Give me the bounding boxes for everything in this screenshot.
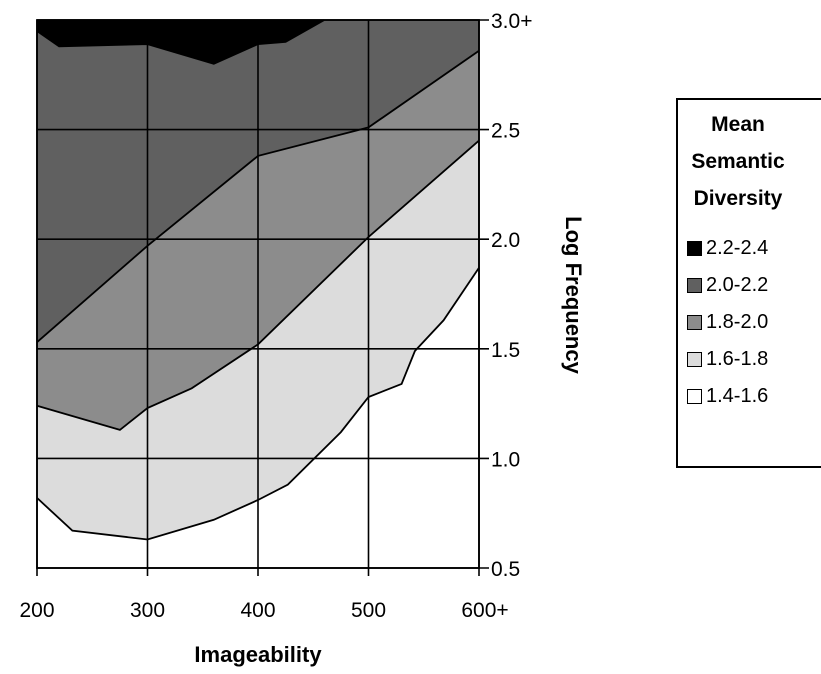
contour-line-1.6 (36, 267, 480, 541)
legend-title: Mean Semantic Diversity (678, 106, 798, 217)
x-axis-title: Imageability (194, 642, 322, 667)
legend-item: 1.8-2.0 (678, 304, 821, 341)
legend-item: 2.2-2.4 (678, 230, 821, 267)
y-tick-label: 2.0 (491, 229, 520, 252)
legend-swatch (687, 278, 702, 293)
legend-label: 1.4-1.6 (706, 385, 769, 407)
y-tick-label: 1.0 (491, 448, 520, 471)
y-tick-label: 1.5 (491, 339, 520, 362)
y-tick-label: 2.5 (491, 120, 520, 143)
legend-title-line: Mean (711, 113, 765, 136)
contour-line-2.0 (36, 49, 480, 343)
x-tick-label: 400 (240, 599, 275, 622)
y-tick-labels: 0.5 1.0 1.5 2.0 2.5 3.0+ (491, 10, 532, 581)
legend-label: 2.0-2.2 (706, 274, 769, 296)
x-tick-label: 500 (351, 599, 386, 622)
legend-title-line: Semantic (691, 150, 785, 173)
region-2.2-2.4 (37, 20, 325, 64)
legend-label: 1.8-2.0 (706, 311, 769, 333)
legend-item: 2.0-2.2 (678, 267, 821, 304)
contour-line-1.8 (36, 139, 480, 431)
legend-item: 1.4-1.6 (678, 378, 821, 415)
legend-label: 1.6-1.8 (706, 348, 769, 370)
legend-item: 1.6-1.8 (678, 341, 821, 378)
gridlines (36, 19, 489, 576)
legend-swatch (687, 241, 702, 256)
x-tick-label: 200 (19, 599, 54, 622)
contour-line-2.2 (36, 19, 325, 65)
legend-swatch (687, 389, 702, 404)
contour-boundaries (36, 19, 480, 541)
x-tick-labels: 200 300 400 500 600+ (19, 599, 508, 622)
x-tick-label: 300 (130, 599, 165, 622)
y-tick-label: 0.5 (491, 558, 520, 581)
legend-label: 2.2-2.4 (706, 237, 769, 259)
x-tick-label: 600+ (461, 599, 508, 622)
legend-swatch (687, 352, 702, 367)
legend: Mean Semantic Diversity 2.2-2.4 2.0-2.2 1.8-… (676, 98, 821, 468)
legend-items: 2.2-2.4 2.0-2.2 1.8-2.0 1.6-1.8 1.4-1.6 (678, 230, 821, 415)
y-tick-label: 3.0+ (491, 10, 532, 33)
plot-frame (36, 19, 480, 569)
y-axis-title: Log Frequency (561, 216, 586, 374)
legend-swatch (687, 315, 702, 330)
legend-title-line: Diversity (693, 187, 783, 210)
